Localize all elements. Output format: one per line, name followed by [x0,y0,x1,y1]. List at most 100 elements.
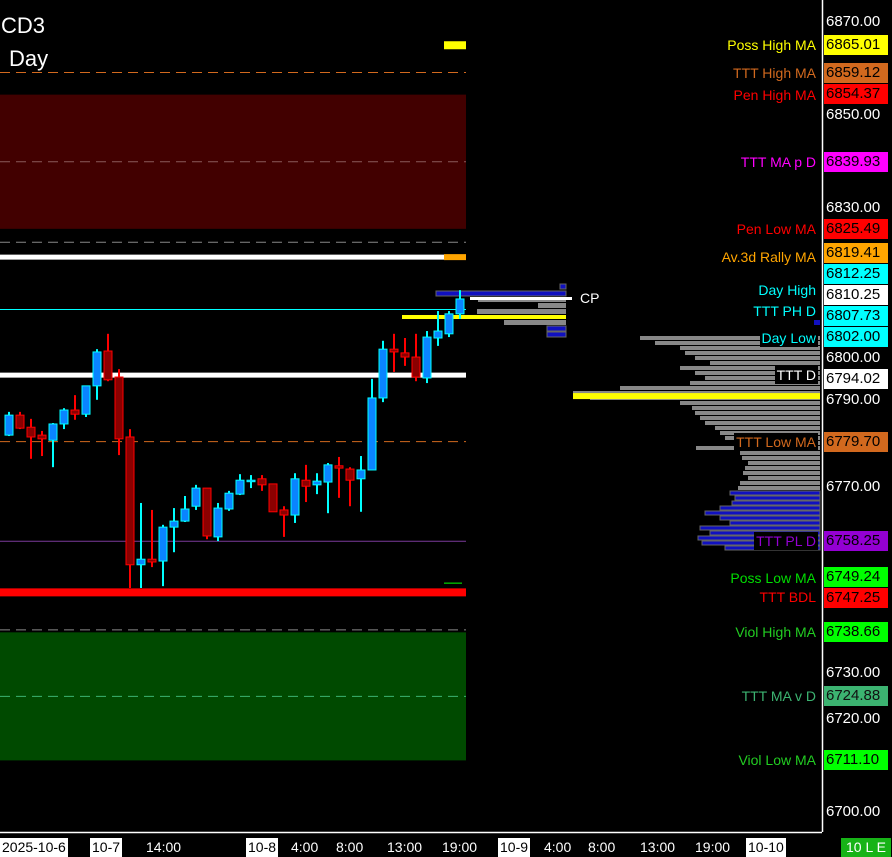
profile-bar [729,490,821,496]
level-price-tag: 6758.25 [824,531,888,552]
level-label: TTT High MA [733,64,816,81]
profile-bar [734,495,821,501]
down-candle [400,352,410,358]
level-price-tag: 6865.01 [824,35,888,56]
profile-bar [738,486,820,490]
down-candle [334,465,344,469]
level-price-tag: 6747.25 [824,588,888,609]
current-price-label: CP [580,290,600,306]
level-label: TTT MA v D [741,688,816,705]
time-label: 13:00 [387,839,423,855]
profile-bar [743,471,820,475]
level-price-tag: 6839.93 [824,151,888,172]
down-candle [389,348,399,353]
level-label: Day High [758,282,816,299]
session-volume-profile [402,283,572,338]
level-label: Av.3d Rally MA [721,249,816,266]
session-profile-bar [546,325,567,332]
up-candle [323,464,333,483]
session-poc-line [402,315,566,319]
profile-bar [719,505,821,511]
price-tick: 6790.00 [826,391,881,409]
profile-bar [729,520,821,526]
profile-bar [680,401,820,405]
poc-bar [573,393,820,400]
symbol-title: CD3 [1,13,46,38]
up-candle [224,492,234,510]
time-label[interactable]: 10 L E [841,838,891,857]
profile-bar [740,451,820,455]
profile-bar [705,376,820,380]
down-candle [26,426,36,438]
time-label: 19:00 [442,839,478,855]
level-label: Pen Low MA [736,220,816,237]
up-candle [158,526,168,562]
up-candle [235,479,245,495]
profile-bar [692,406,820,410]
profile-bar [731,500,821,506]
level-price-tag: 6779.70 [824,431,888,452]
profile-bar [715,426,820,430]
time-label: 4:00 [544,839,572,855]
level-label: Viol High MA [735,624,816,641]
time-label: 8:00 [588,839,616,855]
up-candle [378,348,388,399]
level-price-tag: 6738.66 [824,622,888,643]
up-candle [191,487,201,507]
session-profile-bar [435,290,567,297]
level-label: TTT PH D [753,303,816,320]
down-candle [15,414,25,429]
profile-bar [699,525,821,531]
price-tick: 6700.00 [826,802,881,820]
level-price-tag: 6749.24 [824,567,888,588]
down-candle [70,409,80,415]
candlesticks [4,290,465,589]
time-label: 4:00 [291,839,319,855]
level-label: TTT PL D [754,532,818,551]
profile-bar [685,351,820,355]
up-candle [433,330,443,339]
profile-bar [695,371,820,375]
profile-bar [690,381,820,385]
down-candle [257,478,267,486]
level-price-tag: 6812.25 [824,264,888,285]
session-profile-bar [504,320,566,325]
up-candle [312,480,322,486]
down-candle [37,434,47,440]
profile-bar [655,341,820,345]
price-tick: 6870.00 [826,13,881,30]
up-candle [367,397,377,471]
up-candle [356,469,366,480]
level-price-tag: 6807.73 [824,306,888,327]
up-candle [213,507,223,538]
profile-bar [700,416,820,420]
profile-bar [695,411,820,415]
down-candle [411,356,421,378]
down-candle [125,436,135,566]
up-candle [136,558,146,566]
level-price-tag: 6724.88 [824,686,888,707]
level-lines [0,41,466,697]
down-candle [147,558,157,563]
level-label: TTT Low MA [734,432,818,451]
profile-bar [704,510,821,516]
level-label: Poss High MA [727,37,816,54]
up-candle [48,423,58,441]
time-label: 2025-10-6 [0,838,68,857]
price-tick: 6800.00 [826,349,881,367]
down-candle [268,483,278,513]
up-candle [444,313,454,335]
level-price-tag: 6854.37 [824,84,888,105]
up-candle [92,351,102,387]
profile-bar [745,466,820,470]
level-label: Poss Low MA [730,570,816,587]
time-label: 10-8 [246,838,279,857]
price-tick: 6720.00 [826,710,881,728]
level-label: Day Low [759,328,818,347]
up-candle [81,385,91,415]
profile-bar [748,461,820,465]
price-tick: 6770.00 [826,477,881,495]
level-zones [0,94,466,761]
level-label: Pen High MA [733,86,816,103]
